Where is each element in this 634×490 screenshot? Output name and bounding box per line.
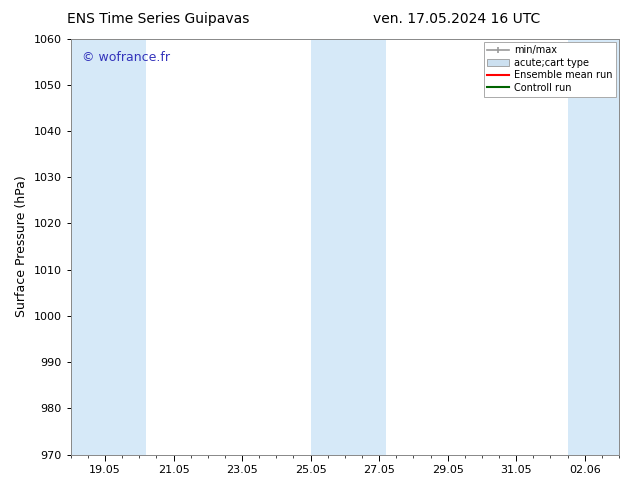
Bar [311, 39, 386, 455]
Text: ENS Time Series Guipavas: ENS Time Series Guipavas [67, 12, 250, 26]
Legend: min/max, acute;cart type, Ensemble mean run, Controll run: min/max, acute;cart type, Ensemble mean … [484, 42, 616, 97]
Bar [71, 39, 146, 455]
Title: ENS Time Series Guipavas      ven. 17.05.2024 16 UTC: ENS Time Series Guipavas ven. 17.05.2024… [0, 489, 1, 490]
Text: ven. 17.05.2024 16 UTC: ven. 17.05.2024 16 UTC [373, 12, 540, 26]
Text: © wofrance.fr: © wofrance.fr [82, 51, 170, 64]
Y-axis label: Surface Pressure (hPa): Surface Pressure (hPa) [15, 176, 28, 318]
Bar [567, 39, 619, 455]
